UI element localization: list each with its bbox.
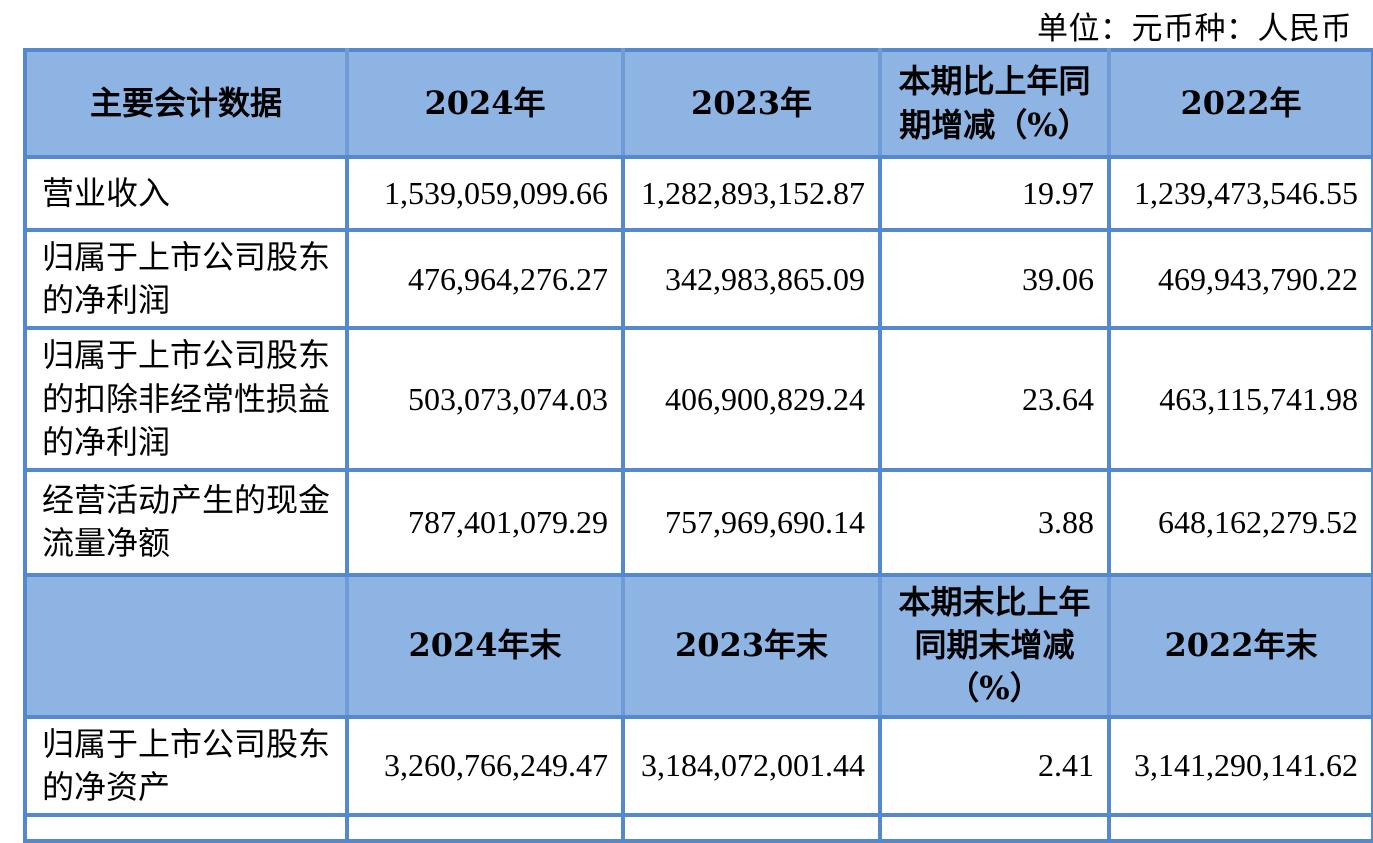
value-2023: 757,969,690.14 (621, 467, 882, 577)
header-eoy-change: 本期末比上年同期末增减（%） (878, 572, 1111, 719)
value-change: 23.64 (878, 326, 1111, 472)
financial-summary-table: 主要会计数据 2024年 2023年 本期比上年同期增减（%） 2022年 营业… (23, 48, 1373, 843)
row-label: 营业收入 (23, 155, 349, 232)
row-label: 归属于上市公司股东的扣除非经常性损益的净利润 (23, 326, 349, 472)
header-2022: 2022年 (1107, 48, 1373, 159)
row-label (23, 812, 349, 843)
report-page: 单位：元币种：人民币 主要会计数据 2024年 2023年 本期比上年同期增减（… (23, 11, 1373, 843)
value-2024 (345, 812, 625, 843)
value-2023: 342,983,865.09 (621, 227, 882, 331)
table-row-net-profit-excl-nonrecurring: 归属于上市公司股东的扣除非经常性损益的净利润 503,073,074.03 40… (23, 326, 1373, 472)
value-2024: 3,260,766,249.47 (345, 714, 625, 817)
value-2022: 463,115,741.98 (1107, 326, 1373, 472)
row-label: 归属于上市公司股东的净利润 (23, 227, 349, 331)
value-change: 2.41 (878, 714, 1111, 817)
header-2023: 2023年 (621, 48, 882, 159)
value-2023 (621, 812, 882, 843)
value-2022 (1107, 812, 1373, 843)
value-2023: 1,282,893,152.87 (621, 155, 882, 232)
header-2022-end: 2022年末 (1107, 572, 1373, 719)
row-label: 归属于上市公司股东的净资产 (23, 714, 349, 817)
value-2022: 1,239,473,546.55 (1107, 155, 1373, 232)
value-change (878, 812, 1111, 843)
value-2024: 476,964,276.27 (345, 227, 625, 331)
value-2024: 1,539,059,099.66 (345, 155, 625, 232)
table-row-net-profit: 归属于上市公司股东的净利润 476,964,276.27 342,983,865… (23, 227, 1373, 331)
header-2024-end: 2024年末 (345, 572, 625, 719)
value-2024: 787,401,079.29 (345, 467, 625, 577)
row-label: 经营活动产生的现金流量净额 (23, 467, 349, 577)
header-yoy-change: 本期比上年同期增减（%） (878, 48, 1111, 159)
annual-header-row: 主要会计数据 2024年 2023年 本期比上年同期增减（%） 2022年 (23, 48, 1373, 159)
header-2024: 2024年 (345, 48, 625, 159)
value-2024: 503,073,074.03 (345, 326, 625, 472)
value-change: 3.88 (878, 467, 1111, 577)
value-2022: 3,141,290,141.62 (1107, 714, 1373, 817)
header-main-indicators: 主要会计数据 (23, 48, 349, 159)
table-row-operating-cash-flow: 经营活动产生的现金流量净额 787,401,079.29 757,969,690… (23, 467, 1373, 577)
value-2023: 3,184,072,001.44 (621, 714, 882, 817)
end-of-year-header-row: 2024年末 2023年末 本期末比上年同期末增减（%） 2022年末 (23, 572, 1373, 719)
table-row-revenue: 营业收入 1,539,059,099.66 1,282,893,152.87 1… (23, 155, 1373, 232)
header-empty (23, 572, 349, 719)
table-row-cutoff (23, 812, 1373, 843)
header-2023-end: 2023年末 (621, 572, 882, 719)
value-2022: 469,943,790.22 (1107, 227, 1373, 331)
value-change: 19.97 (878, 155, 1111, 232)
table-row-net-assets: 归属于上市公司股东的净资产 3,260,766,249.47 3,184,072… (23, 714, 1373, 817)
unit-label: 单位：元币种：人民币 (1037, 11, 1352, 47)
value-2022: 648,162,279.52 (1107, 467, 1373, 577)
value-change: 39.06 (878, 227, 1111, 331)
value-2023: 406,900,829.24 (621, 326, 882, 472)
